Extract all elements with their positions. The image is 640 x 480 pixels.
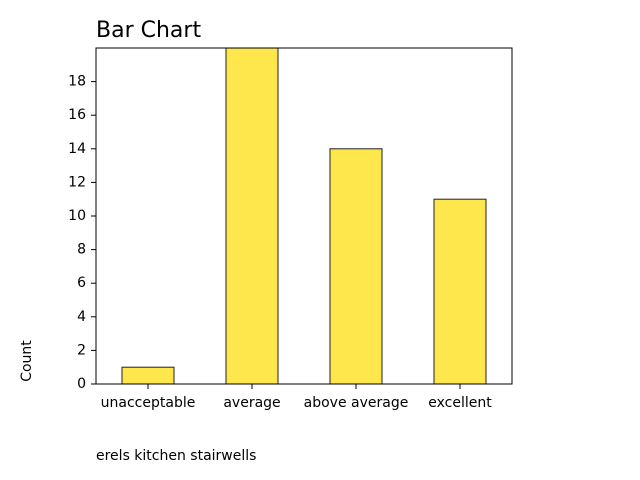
y-tick-label: 14 bbox=[68, 141, 86, 157]
y-tick-label: 0 bbox=[77, 376, 86, 392]
x-axis-label: erels kitchen stairwells bbox=[96, 448, 256, 464]
chart-title: Bar Chart bbox=[96, 18, 201, 43]
plot-frame bbox=[95, 47, 513, 385]
y-tick-label: 18 bbox=[68, 74, 86, 90]
x-tick-label: average bbox=[223, 395, 280, 411]
y-tick-label: 10 bbox=[68, 208, 86, 224]
x-tick-label: excellent bbox=[428, 395, 492, 411]
y-tick-label: 2 bbox=[77, 342, 86, 358]
bar bbox=[433, 198, 487, 385]
bar bbox=[225, 47, 279, 385]
y-tick-label: 4 bbox=[77, 309, 86, 325]
y-axis-label: Count bbox=[19, 340, 35, 382]
y-tick-label: 8 bbox=[77, 242, 86, 258]
bar bbox=[121, 366, 175, 385]
y-tick-label: 16 bbox=[68, 107, 86, 123]
x-tick-label: above average bbox=[304, 395, 409, 411]
bar bbox=[329, 148, 383, 385]
x-tick-label: unacceptable bbox=[101, 395, 196, 411]
y-tick-label: 6 bbox=[77, 275, 86, 291]
y-tick-label: 12 bbox=[68, 174, 86, 190]
